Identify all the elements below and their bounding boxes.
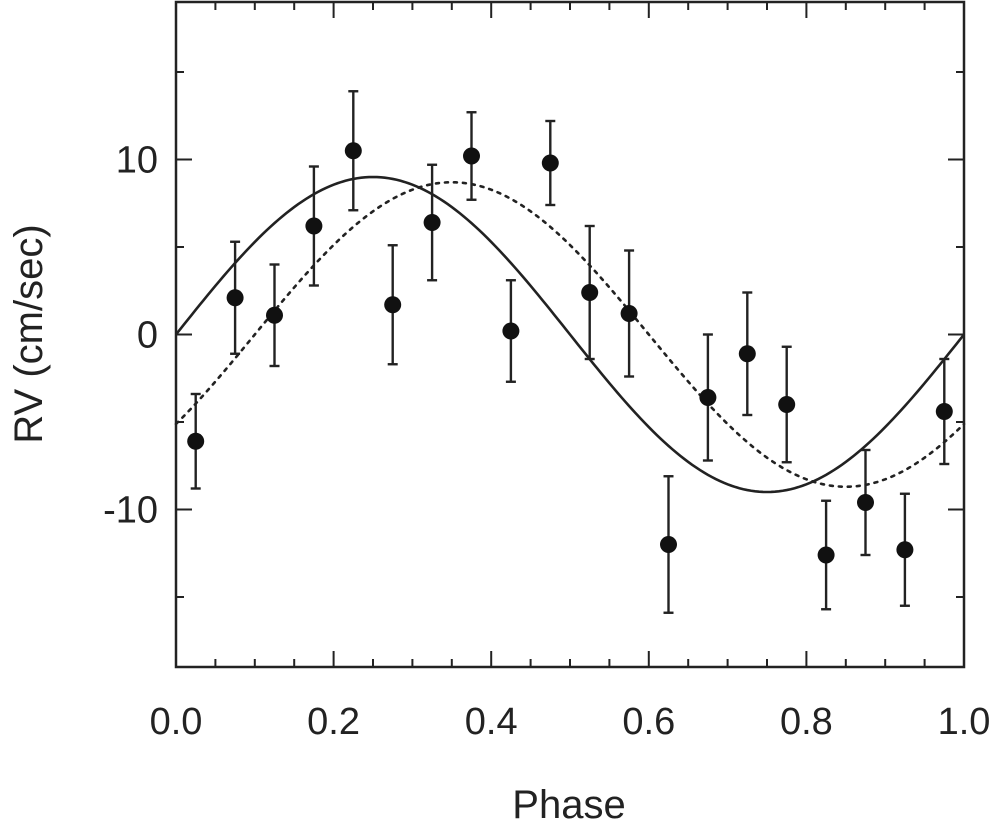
data-marker: [581, 284, 599, 301]
data-point: [266, 263, 283, 368]
axes-layer: [174, 0, 966, 669]
data-marker: [896, 541, 914, 559]
data-marker: [344, 142, 362, 160]
data-point: [463, 111, 480, 201]
data-marker: [660, 536, 677, 553]
data-marker: [620, 305, 638, 322]
tick-labels-layer: 0.0 0.2 0.4 0.6 0.8 1.0 10 0 -10: [103, 140, 990, 744]
data-point: [344, 90, 362, 212]
data-marker: [226, 289, 244, 307]
data-marker: [935, 403, 953, 420]
data-marker: [423, 214, 441, 231]
data-points-layer: [187, 90, 953, 614]
data-marker: [502, 322, 520, 340]
data-marker: [738, 345, 756, 363]
data-point: [778, 345, 796, 464]
y-axis-label: RV (cm/sec): [7, 224, 51, 443]
data-point: [620, 249, 638, 378]
data-point: [226, 240, 244, 355]
solid-fit-curve: [174, 175, 966, 494]
data-point: [502, 279, 520, 383]
fit-curves-layer: [174, 175, 966, 494]
data-point: [738, 291, 756, 417]
x-tick-label: 0.8: [780, 701, 833, 743]
x-tick-label: 0.0: [150, 701, 203, 743]
data-point: [581, 224, 599, 361]
x-axis-label: Phase: [512, 783, 625, 826]
data-marker: [857, 494, 874, 511]
data-point: [541, 119, 559, 207]
data-point: [817, 499, 835, 611]
x-tick-label: 1.0: [938, 701, 991, 743]
data-point: [896, 492, 914, 607]
data-point: [935, 357, 953, 466]
dotted-fit-curve: [174, 180, 966, 489]
data-marker: [541, 154, 559, 172]
data-point: [305, 165, 323, 287]
data-point: [660, 475, 677, 614]
x-tick-label: 0.2: [307, 701, 360, 743]
data-point: [384, 244, 402, 366]
data-marker: [187, 432, 205, 450]
data-marker: [778, 396, 796, 413]
x-tick-label: 0.4: [465, 701, 518, 743]
data-marker: [463, 147, 480, 165]
data-point: [857, 448, 874, 557]
data-point: [423, 163, 441, 282]
y-tick-label: 10: [116, 140, 158, 182]
data-marker: [384, 296, 402, 314]
data-marker: [266, 306, 283, 324]
data-point: [187, 392, 205, 490]
data-marker: [699, 389, 717, 406]
data-marker: [305, 217, 323, 235]
data-point: [699, 333, 717, 462]
y-tick-label: 0: [137, 315, 158, 357]
y-tick-label: -10: [103, 490, 158, 532]
data-marker: [817, 546, 835, 564]
x-tick-label: 0.6: [622, 701, 675, 743]
